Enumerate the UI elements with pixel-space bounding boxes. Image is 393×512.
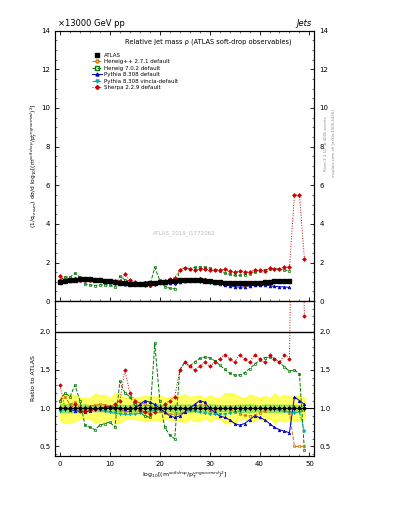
Text: Rivet 3.1.10, ≥ 400k events: Rivet 3.1.10, ≥ 400k events xyxy=(324,116,328,170)
Legend: ATLAS, Herwig++ 2.7.1 default, Herwig 7.0.2 default, Pythia 8.308 default, Pythi: ATLAS, Herwig++ 2.7.1 default, Herwig 7.… xyxy=(92,52,178,91)
Text: mcplots.cern.ch [arXiv:1306.3436]: mcplots.cern.ch [arXiv:1306.3436] xyxy=(332,110,336,177)
X-axis label: log$_{10}$[(m$^{soft drop}$/p$_T^{ungroomed}$)$^2$]: log$_{10}$[(m$^{soft drop}$/p$_T^{ungroo… xyxy=(142,470,228,481)
Text: ATLAS_2019_I1772062: ATLAS_2019_I1772062 xyxy=(153,231,216,237)
Text: Jets: Jets xyxy=(297,19,312,28)
Y-axis label: (1/σ$_{resum}$) dσ/d log$_{10}$[(m$^{soft drop}$/p$_T^{ungroomed}$)$^2$]: (1/σ$_{resum}$) dσ/d log$_{10}$[(m$^{sof… xyxy=(28,103,40,228)
Y-axis label: Ratio to ATLAS: Ratio to ATLAS xyxy=(31,355,36,401)
Text: ×13000 GeV pp: ×13000 GeV pp xyxy=(58,19,125,28)
Text: Relative jet mass ρ (ATLAS soft-drop observables): Relative jet mass ρ (ATLAS soft-drop obs… xyxy=(125,39,292,46)
